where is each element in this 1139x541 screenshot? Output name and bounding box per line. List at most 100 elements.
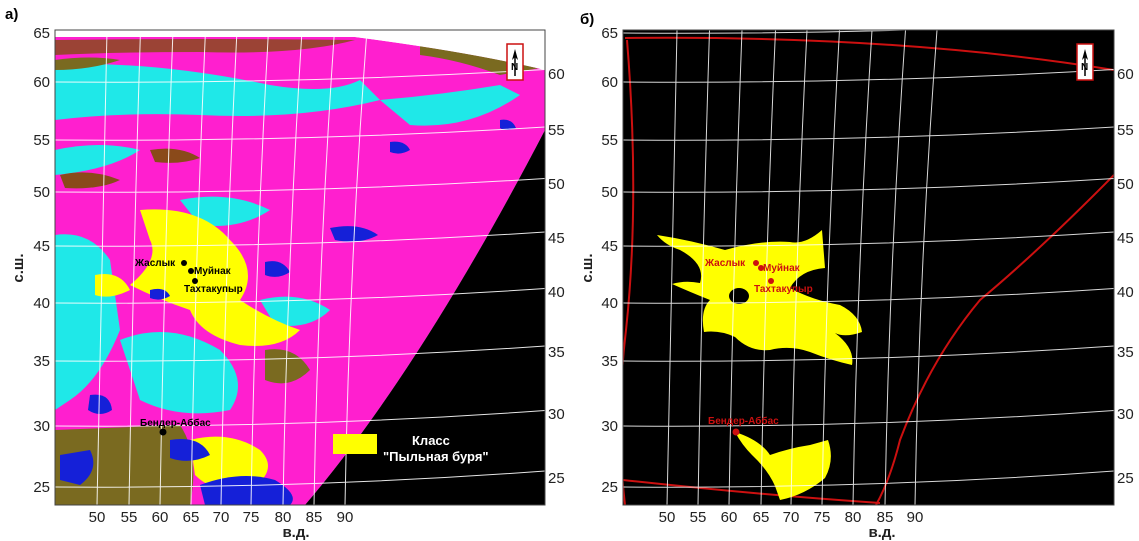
meridian-line — [760, 30, 776, 505]
panel-a-cities: Жаслык Муйнак Тахтакупыр Бендер-Аббас — [134, 258, 243, 436]
meridian-line — [697, 30, 710, 505]
city-muynak-label: Муйнак — [194, 266, 232, 277]
y-tick-label-right: 30 — [1117, 406, 1134, 423]
parallel-line — [623, 288, 1114, 304]
legend-subtitle: "Пыльная буря" — [383, 449, 489, 464]
city-marker — [753, 260, 759, 266]
panel-b-ticks: 50 55 60 65 70 75 80 85 90 65 60 55 50 45 40 35 30 25 60 55… — [601, 25, 1133, 526]
panel-a-xlabel: в.д. — [282, 524, 309, 541]
meridian-line — [282, 30, 303, 505]
meridian-line — [250, 30, 269, 505]
y-tick-label-right: 55 — [548, 122, 565, 139]
meridian-line — [914, 30, 938, 505]
meridian-line — [96, 30, 108, 505]
parallel-line — [55, 178, 545, 193]
panel-a-legend: Класс "Пыльная буря" — [333, 433, 489, 464]
meridian-line — [728, 30, 743, 505]
city-marker — [159, 428, 167, 436]
x-tick-label: 65 — [753, 509, 770, 526]
panel-b-north-arrow-icon: N — [1076, 43, 1094, 81]
panel-a-north-arrow-icon: N — [506, 43, 524, 81]
y-tick-label-right: 25 — [1117, 470, 1134, 487]
parallel-line — [55, 69, 545, 83]
y-tick-label-right: 60 — [548, 66, 565, 83]
x-tick-label: 70 — [783, 509, 800, 526]
parallel-line — [623, 178, 1114, 193]
city-marker — [768, 278, 774, 284]
y-tick-label-left: 30 — [601, 418, 618, 435]
x-tick-label: 60 — [152, 509, 169, 526]
parallel-line — [55, 126, 545, 141]
x-tick-label: 70 — [213, 509, 230, 526]
panel-a-ticks: 50 55 60 65 70 75 80 85 90 65 60 55 50 45 40 35 30 25 60 55… — [33, 25, 564, 526]
y-tick-label-right: 50 — [1117, 176, 1134, 193]
y-tick-label-left: 60 — [33, 74, 50, 91]
panel-a-classified-image — [55, 37, 545, 505]
x-tick-label: 50 — [659, 509, 676, 526]
parallel-line — [623, 231, 1114, 247]
legend-title: Класс — [412, 433, 450, 448]
parallel-line — [623, 69, 1114, 83]
city-bender-abbas-label: Бендер-Аббас — [708, 415, 779, 427]
city-bender-abbas-label: Бендер-Аббас — [140, 417, 211, 429]
y-tick-label-right: 50 — [548, 176, 565, 193]
y-tick-label-right: 40 — [548, 284, 565, 301]
parallel-line — [55, 410, 545, 427]
parallel-line — [623, 345, 1114, 362]
city-marker — [732, 428, 740, 436]
y-tick-label-right: 30 — [548, 406, 565, 423]
panel-a: N Жаслык Муйнак Тахтакупыр Бендер-Аббас … — [5, 6, 565, 541]
y-tick-label-left: 65 — [601, 25, 618, 42]
city-marker — [181, 260, 187, 266]
y-tick-label-right: 35 — [1117, 344, 1134, 361]
y-tick-label-left: 60 — [601, 74, 618, 91]
x-tick-label: 65 — [183, 509, 200, 526]
panel-b-label: б) — [580, 11, 594, 28]
panel-a-ylabel: с.ш. — [10, 253, 27, 282]
y-tick-label-left: 65 — [33, 25, 50, 42]
y-tick-label-right: 35 — [548, 344, 565, 361]
parallel-line — [55, 30, 354, 34]
lake-hole — [729, 288, 749, 304]
y-tick-label-left: 25 — [33, 479, 50, 496]
panel-b-cities: Жаслык Муйнак Тахтакупыр Бендер-Аббас — [704, 258, 813, 436]
panel-b-north-label: N — [1081, 62, 1088, 73]
city-takhtakupyr-label: Тахтакупыр — [184, 284, 243, 295]
legend-swatch — [333, 434, 377, 454]
y-tick-label-right: 25 — [548, 470, 565, 487]
x-tick-label: 80 — [845, 509, 862, 526]
y-tick-label-left: 35 — [601, 353, 618, 370]
panel-b-xlabel: в.д. — [868, 524, 895, 541]
y-tick-label-left: 55 — [601, 132, 618, 149]
y-tick-label-right: 55 — [1117, 122, 1134, 139]
parallel-line — [55, 288, 545, 304]
x-tick-label: 75 — [243, 509, 260, 526]
meridian-line — [128, 30, 141, 505]
y-tick-label-left: 45 — [33, 238, 50, 255]
dust-storm-area-south — [735, 432, 831, 500]
x-tick-label: 75 — [814, 509, 831, 526]
city-zhaslyk-label: Жаслык — [134, 258, 176, 269]
meridian-line — [821, 30, 840, 505]
parallel-line — [623, 30, 923, 34]
y-tick-label-left: 50 — [33, 184, 50, 201]
x-tick-label: 85 — [306, 509, 323, 526]
y-tick-label-left: 50 — [601, 184, 618, 201]
meridian-line — [884, 30, 906, 505]
meridian-line — [159, 30, 174, 505]
x-tick-label: 90 — [337, 509, 354, 526]
parallel-line — [55, 470, 545, 488]
meridian-line — [852, 30, 873, 505]
city-marker — [758, 265, 764, 271]
x-tick-label: 55 — [690, 509, 707, 526]
parallel-line — [623, 126, 1114, 141]
x-tick-label: 55 — [121, 509, 138, 526]
meridian-line — [220, 30, 238, 505]
y-tick-label-left: 40 — [33, 295, 50, 312]
y-tick-label-left: 30 — [33, 418, 50, 435]
panel-a-north-label: N — [511, 62, 518, 73]
meridian-line — [313, 30, 335, 505]
dust-storm-area-north — [657, 230, 862, 365]
parallel-line — [55, 231, 545, 247]
